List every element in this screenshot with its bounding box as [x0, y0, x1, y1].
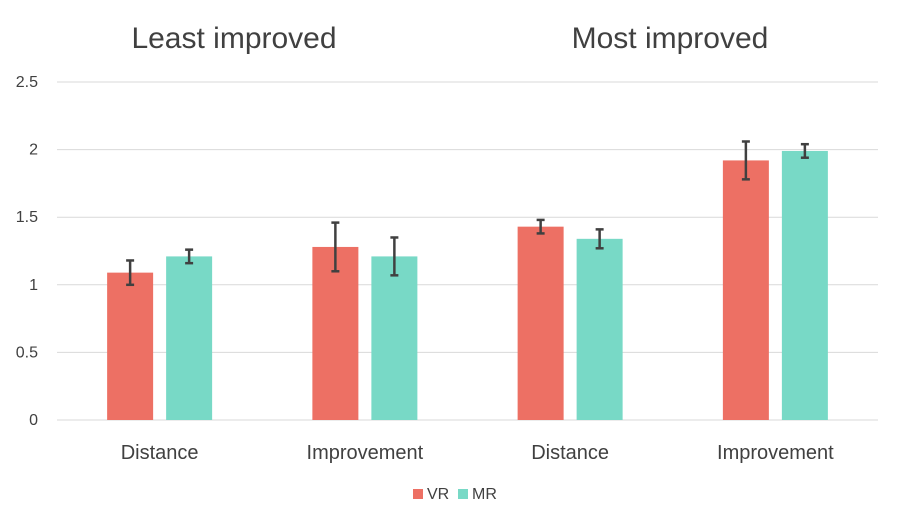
- x-tick-label: Distance: [531, 442, 609, 464]
- legend-swatch-mr: [458, 489, 468, 499]
- error-bar: [390, 236, 399, 277]
- y-tick-label: 0: [29, 412, 38, 429]
- legend-label-vr: VR: [427, 486, 449, 503]
- y-tick-label: 1.5: [16, 209, 38, 226]
- bar-vr-distance: [517, 226, 564, 420]
- bar-mr-improvement: [371, 256, 418, 420]
- y-tick-label: 0.5: [16, 344, 38, 361]
- error-bar: [595, 228, 604, 250]
- legend: VR MR: [413, 486, 497, 503]
- error-bar: [536, 218, 545, 235]
- y-tick-label: 2.5: [16, 74, 38, 91]
- error-bars: [126, 140, 809, 287]
- bar-vr-distance: [107, 272, 154, 420]
- bar-vr-improvement: [312, 246, 359, 420]
- legend-label-mr: MR: [472, 486, 497, 503]
- group-title-least-improved: Least improved: [131, 22, 336, 55]
- x-tick-label: Improvement: [717, 442, 834, 464]
- bar-vr-improvement: [722, 160, 769, 420]
- y-axis-ticks: 0 0.5 1 1.5 2 2.5: [16, 74, 38, 429]
- bars: [107, 150, 828, 420]
- error-bar: [331, 221, 340, 273]
- group-titles: Least improved Most improved: [131, 22, 768, 55]
- group-title-most-improved: Most improved: [572, 22, 769, 55]
- x-tick-label: Improvement: [307, 442, 424, 464]
- y-tick-label: 2: [29, 142, 38, 159]
- bar-mr-distance: [576, 238, 623, 420]
- error-bar: [741, 140, 750, 181]
- legend-swatch-vr: [413, 489, 423, 499]
- bar-mr-improvement: [781, 150, 828, 420]
- bar-mr-distance: [166, 256, 213, 420]
- x-axis-labels: Distance Improvement Distance Improvement: [121, 442, 834, 464]
- x-tick-label: Distance: [121, 442, 199, 464]
- y-tick-label: 1: [29, 277, 38, 294]
- error-bar: [126, 259, 135, 287]
- error-bar: [800, 142, 809, 159]
- error-bar: [185, 248, 194, 265]
